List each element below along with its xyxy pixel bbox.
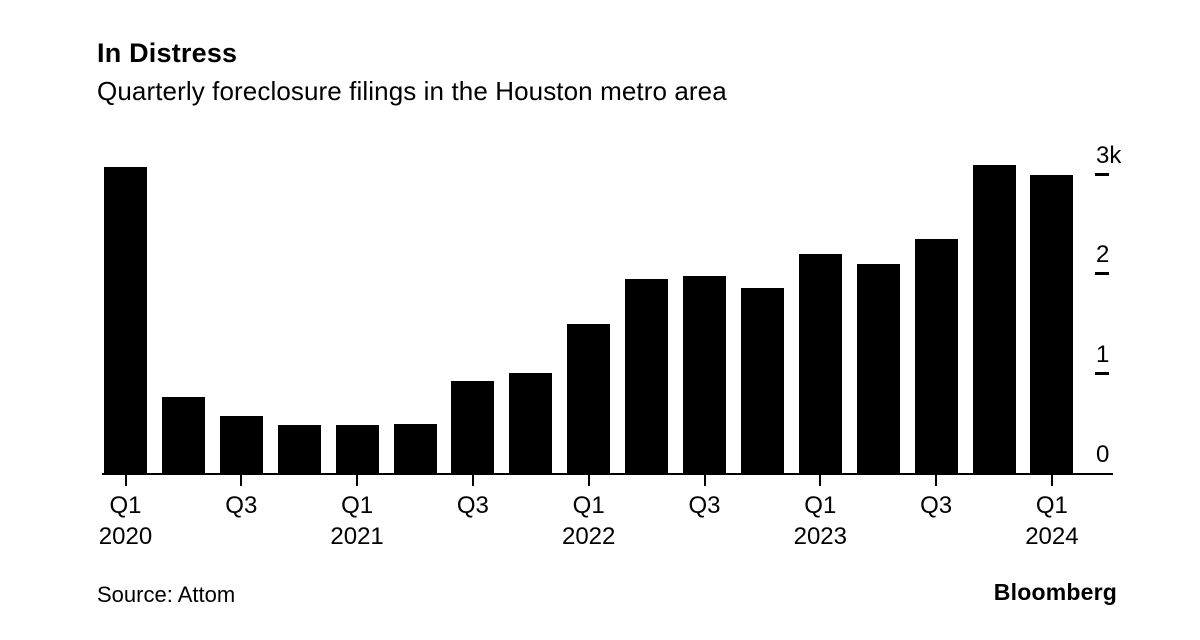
x-axis-tick-mark <box>587 475 590 486</box>
y-axis-tick-mark <box>1095 272 1109 276</box>
x-axis-quarter-label: Q1 <box>109 492 142 519</box>
x-axis-quarter-label: Q3 <box>225 492 258 519</box>
x-axis-line <box>102 473 1113 475</box>
y-axis-tick-mark <box>1095 372 1109 376</box>
x-axis-quarter-label: Q3 <box>920 492 953 519</box>
x-axis-year-label: 2020 <box>98 523 153 550</box>
x-axis-year-label: 2021 <box>330 523 384 550</box>
bar-q4-2021 <box>509 373 553 474</box>
bar-q4-2023 <box>972 165 1016 474</box>
bar-q3-2020 <box>219 416 263 474</box>
bar-q3-2022 <box>683 276 726 474</box>
bar-q3-2023 <box>914 239 958 474</box>
x-axis-quarter-label: Q1 <box>341 492 374 519</box>
bar-q2-2020 <box>161 397 205 474</box>
bar-q1-2021 <box>335 425 379 474</box>
x-axis-tick-mark <box>819 475 822 486</box>
bar-q1-2022 <box>567 324 611 474</box>
x-axis-quarter-label: Q1 <box>572 492 605 519</box>
x-axis-tick-mark <box>471 475 474 486</box>
x-axis-year-label: 2023 <box>793 523 847 550</box>
source-label: Source: Attom <box>97 582 236 607</box>
bloomberg-logo: Bloomberg <box>993 579 1117 605</box>
y-axis-tick-label: 1 <box>1096 341 1110 369</box>
y-axis-tick-label: 2 <box>1096 241 1110 269</box>
x-axis-tick-mark <box>356 475 359 486</box>
x-axis-quarter-label: Q1 <box>804 492 837 519</box>
x-axis-tick-mark <box>703 475 706 486</box>
x-axis-quarter-label: Q3 <box>456 492 489 519</box>
bar-q2-2021 <box>393 424 437 474</box>
x-axis-quarter-label: Q3 <box>688 492 721 519</box>
bar-q1-2024 <box>1030 175 1074 474</box>
x-axis-tick-mark <box>124 475 127 486</box>
bar-q3-2021 <box>451 381 495 474</box>
bar-q1-2023 <box>798 254 842 474</box>
x-axis-year-label: 2024 <box>1025 523 1079 550</box>
chart-title: In Distress <box>97 38 238 68</box>
x-axis-tick-mark <box>240 475 243 486</box>
chart-subtitle: Quarterly foreclosure filings in the Hou… <box>97 76 727 106</box>
x-axis-year-label: 2022 <box>561 523 616 550</box>
bar-q1-2020 <box>104 167 147 474</box>
y-axis-tick-mark <box>1095 172 1109 176</box>
y-axis-tick-label: 3k <box>1096 141 1122 169</box>
bar-q2-2022 <box>625 279 669 474</box>
x-axis-quarter-label: Q1 <box>1035 492 1068 519</box>
y-axis-tick-label: 0 <box>1096 441 1110 468</box>
bar-q4-2022 <box>740 288 784 474</box>
bar-q4-2020 <box>277 425 321 474</box>
x-axis-tick-mark <box>935 475 938 486</box>
bar-q2-2023 <box>856 264 900 474</box>
x-axis-tick-mark <box>1050 475 1053 486</box>
